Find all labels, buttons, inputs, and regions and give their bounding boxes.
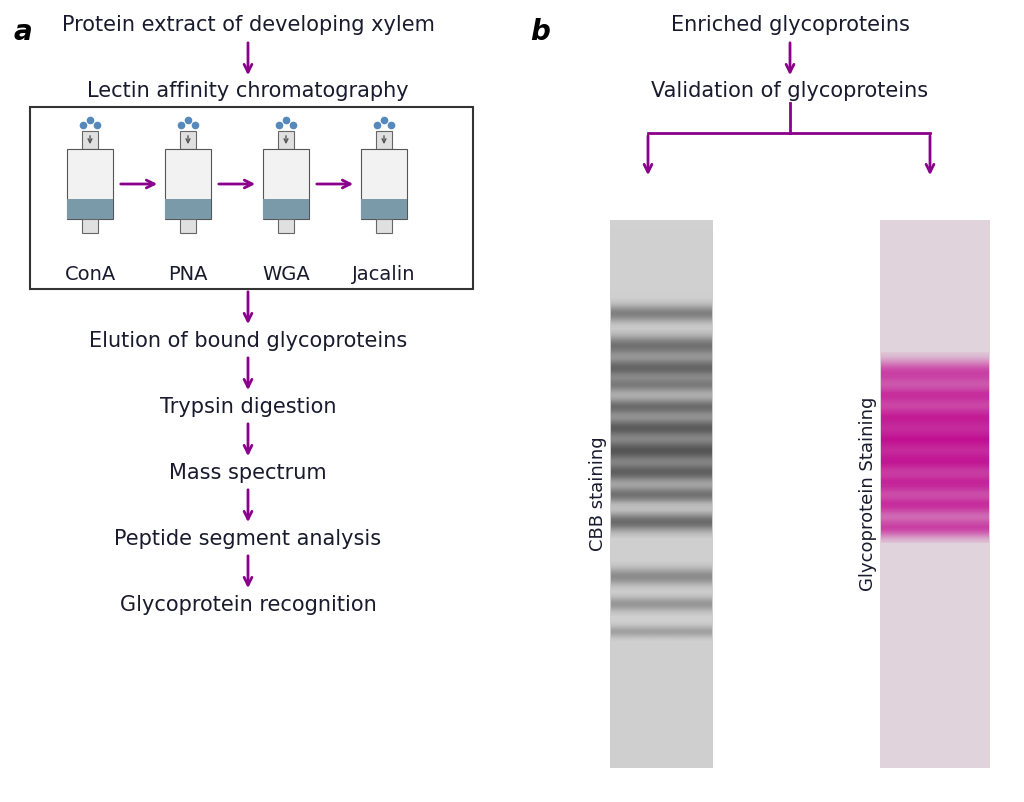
Bar (278, 219, 294, 233)
Text: Trypsin digestion: Trypsin digestion (160, 397, 336, 417)
Bar (165, 199, 211, 219)
Text: Peptide segment analysis: Peptide segment analysis (115, 529, 382, 549)
Text: Jacalin: Jacalin (352, 265, 416, 283)
Bar (67, 149, 113, 219)
Bar (361, 199, 407, 219)
Bar (180, 131, 196, 149)
Bar (263, 199, 309, 219)
Text: CBB staining: CBB staining (589, 436, 607, 551)
Text: WGA: WGA (262, 265, 310, 283)
Text: Validation of glycoproteins: Validation of glycoproteins (651, 81, 929, 101)
Bar (263, 149, 309, 219)
Bar (82, 219, 98, 233)
Text: PNA: PNA (168, 265, 208, 283)
Bar (82, 131, 98, 149)
Bar (180, 219, 196, 233)
Bar (376, 219, 392, 233)
Text: b: b (530, 18, 550, 46)
Bar (165, 149, 211, 219)
Text: a: a (14, 18, 33, 46)
Text: Glycoprotein recognition: Glycoprotein recognition (120, 595, 377, 615)
Bar (361, 149, 407, 219)
Text: Elution of bound glycoproteins: Elution of bound glycoproteins (89, 331, 408, 351)
Bar (67, 199, 113, 219)
Bar (30, 107, 473, 289)
Text: Lectin affinity chromatography: Lectin affinity chromatography (87, 81, 409, 101)
Text: Glycoprotein Staining: Glycoprotein Staining (859, 397, 877, 591)
Text: Protein extract of developing xylem: Protein extract of developing xylem (61, 15, 434, 35)
Text: ConA: ConA (65, 265, 116, 283)
Text: Enriched glycoproteins: Enriched glycoproteins (671, 15, 909, 35)
Bar (278, 131, 294, 149)
Text: Mass spectrum: Mass spectrum (169, 463, 327, 483)
Bar (376, 131, 392, 149)
